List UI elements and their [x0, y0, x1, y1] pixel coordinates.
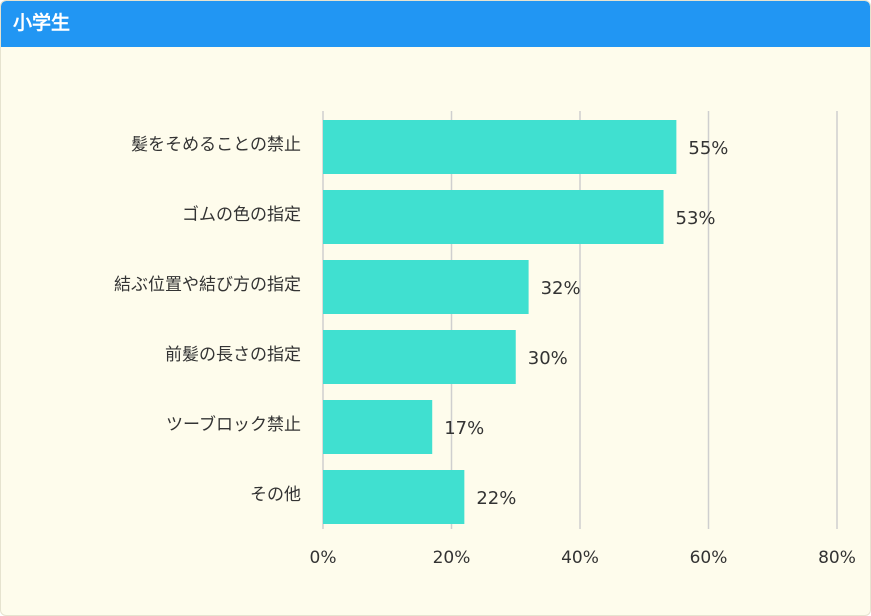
bar [323, 400, 433, 454]
chart-title: 小学生 [13, 12, 71, 34]
value-label: 53% [676, 208, 716, 229]
category-label: 髪をそめることの禁止 [131, 135, 301, 155]
x-tick-label: 20% [433, 548, 471, 568]
value-label: 30% [528, 348, 568, 369]
category-label: 結ぶ位置や結び方の指定 [114, 275, 301, 295]
value-label: 32% [541, 278, 581, 299]
bar [323, 190, 664, 244]
bar [323, 330, 516, 384]
x-tick-label: 60% [690, 548, 728, 568]
bar [323, 120, 677, 174]
value-label: 17% [444, 418, 484, 439]
value-label: 55% [688, 138, 728, 159]
x-tick-label: 80% [818, 548, 856, 568]
value-label: 22% [476, 488, 516, 509]
x-tick-label: 0% [310, 548, 337, 568]
x-tick-label: 40% [561, 548, 599, 568]
category-label: ツーブロック禁止 [166, 414, 301, 435]
category-label: その他 [250, 485, 301, 505]
category-label: ゴムの色の指定 [182, 204, 301, 225]
chart-header: 小学生 [1, 1, 870, 47]
bar [323, 470, 465, 524]
category-label: 前髪の長さの指定 [165, 345, 301, 365]
bar [323, 260, 529, 314]
